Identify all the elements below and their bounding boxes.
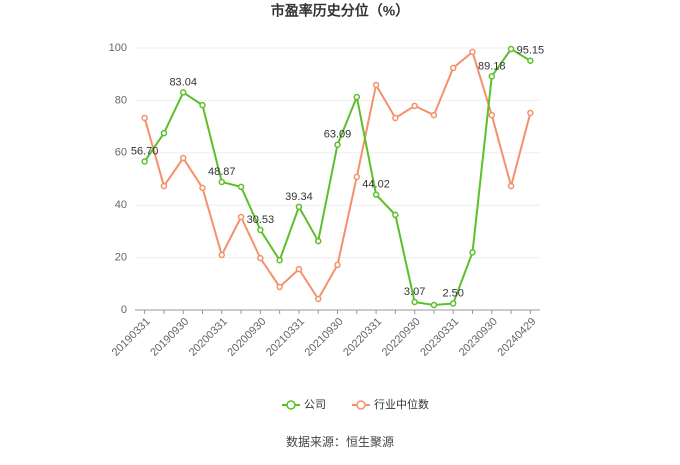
legend-marker bbox=[356, 400, 366, 410]
point bbox=[488, 73, 496, 80]
x-tick-label: 20200930 bbox=[225, 316, 268, 359]
point bbox=[507, 182, 515, 190]
point bbox=[218, 178, 226, 186]
legend-label: 行业中位数 bbox=[374, 397, 429, 411]
point bbox=[411, 102, 418, 110]
y-tick-label: 40 bbox=[115, 199, 127, 211]
point bbox=[392, 114, 399, 122]
point bbox=[527, 57, 534, 64]
data-label: 39.34 bbox=[285, 191, 313, 203]
point bbox=[488, 111, 496, 119]
x-tick-label: 20230930 bbox=[457, 316, 500, 359]
point bbox=[372, 191, 380, 198]
point bbox=[276, 256, 283, 264]
y-tick-label: 60 bbox=[115, 147, 127, 159]
point bbox=[295, 203, 303, 211]
data-label: 95.15 bbox=[517, 45, 545, 57]
y-tick-label: 20 bbox=[115, 252, 127, 264]
point bbox=[141, 158, 148, 165]
point bbox=[353, 93, 361, 101]
data-label: 3.07 bbox=[404, 286, 425, 298]
x-tick-label: 20190331 bbox=[110, 316, 153, 359]
point bbox=[469, 48, 476, 56]
point bbox=[179, 154, 187, 162]
point bbox=[372, 81, 380, 89]
data-label: 89.18 bbox=[478, 60, 506, 72]
point bbox=[449, 64, 457, 72]
legend-label: 公司 bbox=[304, 399, 326, 411]
point bbox=[199, 101, 206, 109]
point bbox=[469, 249, 476, 256]
point bbox=[237, 213, 245, 221]
y-tick-label: 80 bbox=[115, 94, 127, 106]
point bbox=[527, 109, 534, 117]
point bbox=[430, 301, 438, 309]
x-tick-label: 20190930 bbox=[148, 316, 191, 359]
data-label: 44.02 bbox=[362, 179, 390, 191]
point bbox=[218, 251, 226, 259]
x-tick-label: 20240429 bbox=[495, 316, 538, 359]
data-label: 30.53 bbox=[247, 214, 275, 226]
point bbox=[411, 298, 418, 306]
x-tick-label: 20210331 bbox=[264, 316, 307, 359]
data-label: 56.70 bbox=[131, 145, 159, 157]
x-tick-label: 20210930 bbox=[303, 316, 346, 359]
point bbox=[449, 300, 457, 307]
source-note: 数据来源：恒生聚源 bbox=[286, 434, 394, 449]
point bbox=[392, 211, 399, 219]
point bbox=[160, 182, 168, 190]
point bbox=[314, 237, 322, 245]
x-tick-label: 20220331 bbox=[341, 316, 384, 359]
point bbox=[199, 184, 206, 192]
point bbox=[334, 141, 341, 148]
data-label: 2.50 bbox=[443, 287, 464, 299]
point bbox=[353, 173, 361, 181]
point bbox=[257, 254, 264, 262]
point bbox=[334, 261, 341, 269]
x-tick-label: 20230331 bbox=[418, 316, 461, 359]
point bbox=[141, 114, 148, 122]
point bbox=[507, 45, 515, 53]
data-label: 48.87 bbox=[208, 166, 236, 178]
point bbox=[276, 283, 283, 291]
data-label: 63.09 bbox=[324, 129, 352, 141]
chart-title: 市盈率历史分位（%） bbox=[271, 3, 409, 19]
y-tick-label: 100 bbox=[109, 42, 127, 54]
point bbox=[237, 183, 245, 191]
point bbox=[430, 111, 438, 119]
x-tick-label: 20220930 bbox=[380, 316, 423, 359]
point bbox=[179, 89, 187, 96]
point bbox=[295, 265, 303, 273]
x-tick-label: 20200331 bbox=[187, 316, 230, 359]
legend-marker bbox=[286, 400, 296, 410]
point bbox=[160, 129, 168, 137]
y-tick-label: 0 bbox=[121, 304, 127, 316]
data-label: 83.04 bbox=[169, 76, 197, 88]
point bbox=[257, 226, 264, 234]
point bbox=[314, 295, 322, 303]
